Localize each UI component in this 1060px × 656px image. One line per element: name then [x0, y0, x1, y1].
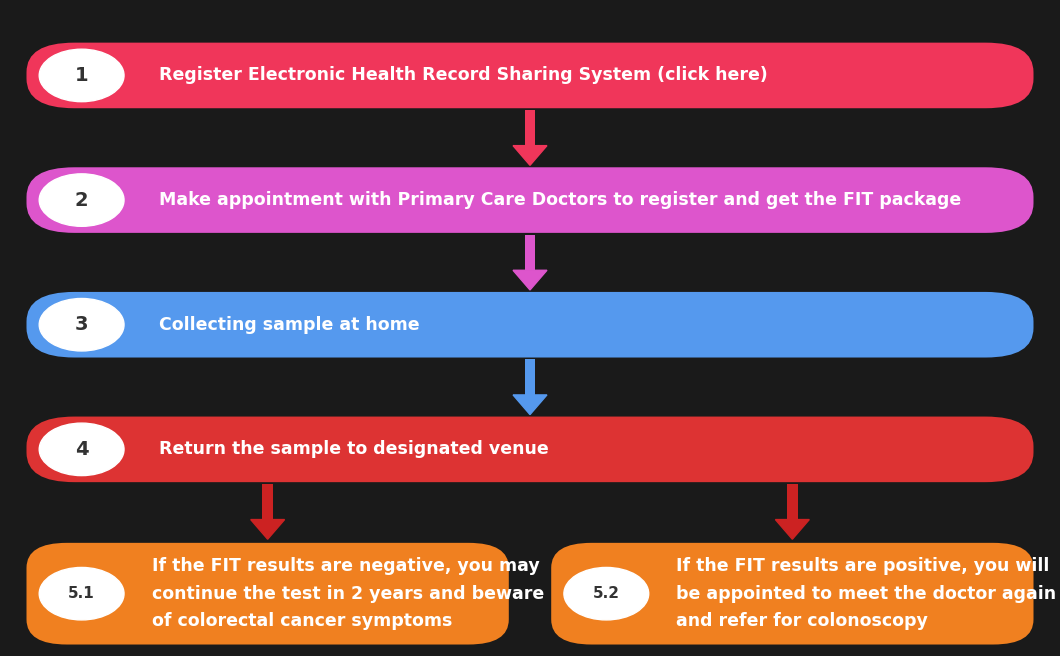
Polygon shape	[513, 146, 547, 165]
FancyBboxPatch shape	[525, 235, 535, 270]
Text: Collecting sample at home: Collecting sample at home	[159, 316, 420, 334]
FancyBboxPatch shape	[26, 543, 509, 644]
FancyBboxPatch shape	[551, 543, 1034, 644]
Circle shape	[39, 423, 124, 476]
Text: Return the sample to designated venue: Return the sample to designated venue	[159, 440, 549, 459]
Text: If the FIT results are positive, you will
be appointed to meet the doctor again
: If the FIT results are positive, you wil…	[676, 557, 1057, 630]
Circle shape	[39, 49, 124, 102]
Polygon shape	[513, 395, 547, 415]
Text: 5.1: 5.1	[68, 586, 95, 601]
FancyBboxPatch shape	[263, 484, 273, 520]
FancyBboxPatch shape	[26, 417, 1034, 482]
Polygon shape	[250, 520, 284, 539]
Circle shape	[39, 298, 124, 351]
FancyBboxPatch shape	[26, 167, 1034, 233]
FancyBboxPatch shape	[525, 110, 535, 146]
Circle shape	[39, 567, 124, 620]
FancyBboxPatch shape	[26, 43, 1034, 108]
Text: 2: 2	[75, 191, 88, 209]
FancyBboxPatch shape	[525, 359, 535, 395]
Circle shape	[39, 174, 124, 226]
Polygon shape	[513, 270, 547, 290]
Text: Register Electronic Health Record Sharing System (click here): Register Electronic Health Record Sharin…	[159, 66, 767, 85]
FancyBboxPatch shape	[26, 292, 1034, 358]
Polygon shape	[776, 520, 810, 539]
FancyBboxPatch shape	[787, 484, 798, 520]
Text: 3: 3	[75, 316, 88, 334]
Text: If the FIT results are negative, you may
continue the test in 2 years and beware: If the FIT results are negative, you may…	[152, 557, 544, 630]
Text: 4: 4	[75, 440, 88, 459]
Circle shape	[564, 567, 649, 620]
Text: 5.2: 5.2	[593, 586, 620, 601]
Text: Make appointment with Primary Care Doctors to register and get the FIT package: Make appointment with Primary Care Docto…	[159, 191, 961, 209]
Text: 1: 1	[75, 66, 88, 85]
